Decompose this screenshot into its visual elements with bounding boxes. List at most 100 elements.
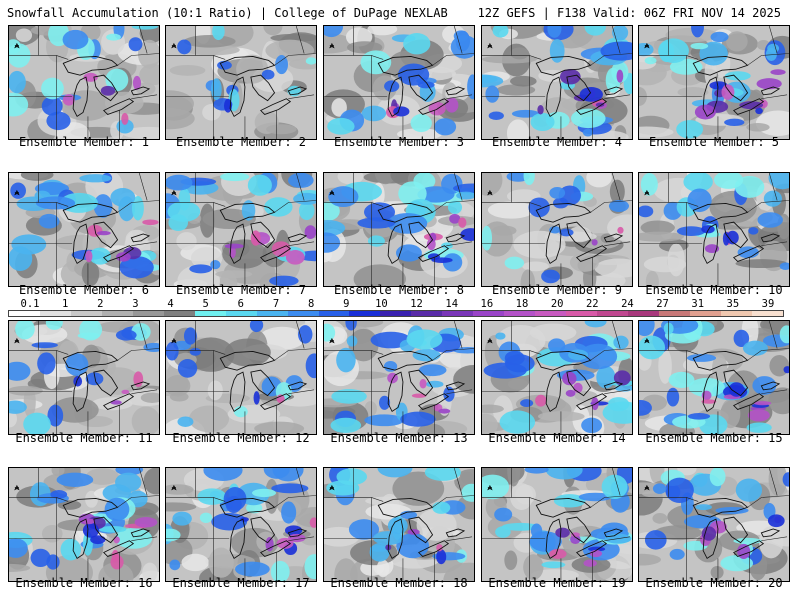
snow-contour-blue [779,325,789,344]
snow-contour-purple [100,85,116,96]
snow-contour-blue [143,342,159,352]
lake-outline [287,86,308,96]
snow-contour-blue [249,321,264,333]
lake-outline [445,86,466,96]
snow-contour-grey [131,406,159,434]
snow-contour-grey [139,26,159,44]
scale-tick-label: 39 [761,298,775,310]
lake-outline [723,516,749,544]
ensemble-member-map [638,25,790,140]
state-border [446,536,473,542]
snow-contour-blue [38,213,60,229]
snow-contour-blue [233,406,248,418]
marker-icon [644,189,650,196]
snow-contour-blue [364,414,405,427]
color-scale-bar [8,310,784,317]
lake-outline [377,56,434,76]
ensemble-member-caption: Ensemble Member: 19 [488,576,626,590]
lake-outline [575,393,608,410]
lake-outline [445,233,466,243]
lake-outline [760,86,781,96]
snow-contour-grey [367,26,398,36]
state-border [432,495,474,508]
snow-contour-purple [616,69,624,83]
snow-contour-purple [309,517,316,528]
scale-color-swatch [349,311,381,316]
ensemble-member-caption: Ensemble Member: 20 [645,576,783,590]
state-border [768,173,778,201]
snowfall-map [639,468,789,581]
scale-color-swatch [39,311,71,316]
snow-contour-blue [665,477,694,503]
snow-contour-blue [9,361,31,381]
snow-contour-blue [640,173,658,196]
lake-outline [575,540,608,557]
snow-contour-grey [139,64,159,86]
snow-contour-blue [247,174,272,196]
snow-contour-blue [270,560,290,581]
state-border [131,536,158,542]
ensemble-member-map [638,172,790,287]
lake-outline [72,76,89,118]
snow-contour-grey [665,27,718,43]
scale-color-swatch [442,311,474,316]
lake-outline [723,74,749,102]
snow-contour-blue [261,69,275,80]
snow-contour-blue [305,57,316,65]
state-border [138,468,148,496]
snow-contour-blue [541,561,566,569]
ensemble-member-caption: Ensemble Member: 16 [15,576,153,590]
color-scale-labels: 0.1 1 2 3 4 5 6 7 8 9 10 12 14 16 18 20 22 24 27 31 35 39 [0,298,800,310]
lake-outline [566,221,592,249]
snow-contour-purple [694,104,716,120]
ensemble-member-map [8,25,160,140]
snow-contour-grey [9,385,43,396]
lake-outline [62,498,119,518]
state-border [131,94,158,100]
marker-icon [171,484,177,491]
lake-outline [229,518,246,560]
snow-contour-blue [220,173,250,182]
lake-outline [93,369,119,397]
lake-outline [219,56,276,76]
snow-contour-grey [81,260,100,286]
snow-contour-blue [327,117,355,135]
marker-icon [171,189,177,196]
lake-outline [603,86,624,96]
snow-contour-blue [110,187,136,207]
snow-contour-grey [726,31,748,52]
ensemble-member-map [165,467,317,582]
snow-contour-grey [236,54,269,84]
state-border [604,389,631,395]
lake-outline [219,351,276,371]
snow-contour-grey [259,326,305,350]
snow-contour-grey [376,559,390,578]
snow-contour-purple [271,241,291,257]
scale-color-swatch [194,311,226,316]
snow-contour-purple [393,106,410,117]
snow-contour-blue [89,247,111,265]
snow-contour-grey [529,323,577,342]
snowfall-map [482,468,632,581]
lake-outline [130,233,151,243]
snow-contour-grey [85,468,119,485]
snow-contour-blue [447,200,463,214]
lake-outline [287,381,308,391]
state-border [288,94,315,100]
snowfall-map [9,173,159,286]
ensemble-member-caption: Ensemble Member: 5 [648,135,780,149]
snow-contour-grey [215,270,253,279]
snow-contour-blue [324,201,340,221]
snow-contour-blue [326,480,360,496]
snow-contour-grey [166,108,195,130]
snow-contour-purple [121,112,129,125]
lake-outline [417,98,450,115]
scale-tick-label: 22 [585,298,599,310]
snow-contour-blue [369,543,390,562]
lake-outline [545,371,562,413]
snow-contour-grey [348,328,379,362]
snow-contour-blue [324,323,336,342]
snow-contour-purple [722,231,730,246]
snow-contour-blue [79,321,103,341]
snow-contour-blue [9,92,29,117]
